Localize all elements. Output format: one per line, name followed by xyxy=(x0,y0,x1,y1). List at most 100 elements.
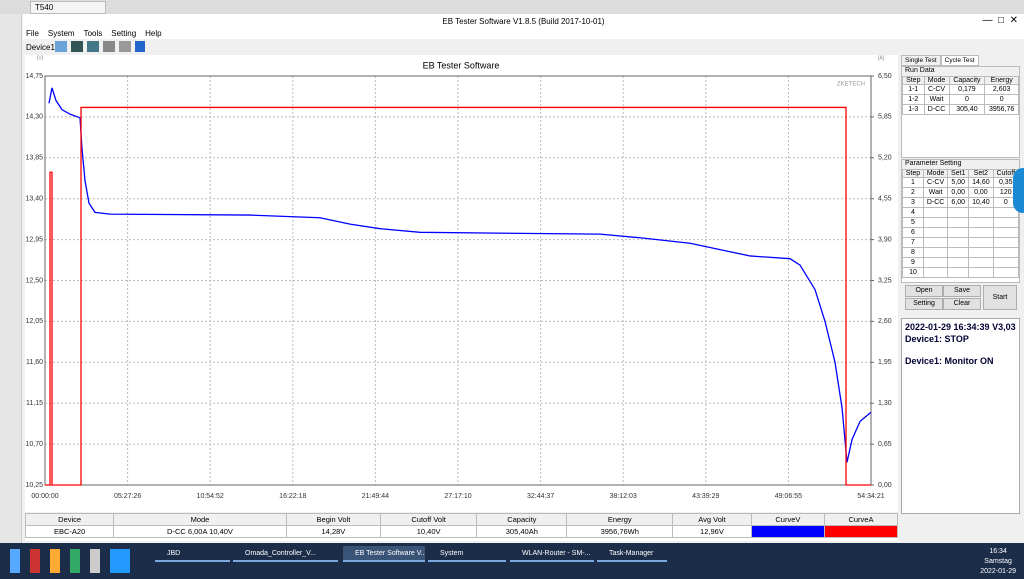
button-area: Open Save Setting Clear Start xyxy=(901,284,1020,312)
button[interactable]: Setting xyxy=(905,298,943,310)
status-line: Device1: Monitor ON xyxy=(905,356,994,366)
y-tick-label: 10,70 xyxy=(25,441,43,448)
taskbar-item[interactable]: WLAN-Router - SM-... xyxy=(510,546,594,562)
x-tick-label: 54:34:21 xyxy=(857,493,884,500)
cell xyxy=(992,247,1019,258)
cell: 305,40Ah xyxy=(476,525,568,538)
y2-tick-label: 0,00 xyxy=(878,482,892,489)
x-tick-label: 16:22:18 xyxy=(279,493,306,500)
header-cell: Avg Volt xyxy=(672,513,752,526)
header-cell: Set1 xyxy=(947,169,970,178)
row: 1-3 D-CC 305,40 3956,76 xyxy=(902,104,1019,115)
cell xyxy=(947,247,970,258)
x-tick-label: 38:12:03 xyxy=(610,493,637,500)
window-title: EB Tester Software V1.8.5 (Build 2017-10… xyxy=(442,17,605,26)
status-line: 2022-01-29 16:34:39 V3,03 xyxy=(905,322,1016,332)
cell xyxy=(968,247,994,258)
cell: 7 xyxy=(902,237,924,248)
cell: 5 xyxy=(902,217,924,228)
group-title: Run Data xyxy=(905,67,935,74)
row: 1-2 Wait 0 0 xyxy=(902,94,1019,105)
cell xyxy=(992,257,1019,268)
taskbar-item[interactable]: JBD xyxy=(155,546,230,562)
window-controls[interactable]: — □ ✕ xyxy=(982,15,1018,26)
x-tick-label: 43:39:29 xyxy=(692,493,719,500)
cell xyxy=(947,217,970,228)
parameter-group: Parameter Setting Step Mode Set1 Set2 Cutoff… xyxy=(901,159,1020,283)
cell: EBC-A20 xyxy=(25,525,115,538)
status-box: 2022-01-29 16:34:39 V3,03 Device1: STOP De… xyxy=(901,318,1020,514)
y-tick-label: 14,75 xyxy=(25,73,43,80)
taskbar-icons[interactable] xyxy=(10,549,130,573)
cell: 14,60 xyxy=(968,177,994,188)
cell: C-CV xyxy=(923,84,950,95)
cell xyxy=(992,227,1019,238)
tab[interactable]: Cycle Test xyxy=(940,55,979,66)
legend-swatch xyxy=(750,525,825,538)
cell: 12,96V xyxy=(672,525,752,538)
taskbar-item[interactable]: System xyxy=(428,546,506,562)
clock-time: 16:34 xyxy=(989,548,1007,555)
menu-item[interactable]: Tools xyxy=(83,29,103,38)
cell: 1-2 xyxy=(902,94,925,105)
button[interactable]: Save xyxy=(943,285,981,297)
button[interactable]: Open xyxy=(905,285,943,297)
y2-tick-label: 6,50 xyxy=(878,73,892,80)
header-row: Step Mode Capacity Energy xyxy=(902,76,1019,85)
y-axis-label: [V] xyxy=(37,55,44,61)
parameter-table: Step Mode Set1 Set2 Cutoff 1 C-CV 5,00 14,60 0,35… xyxy=(902,169,1019,282)
cell: 6 xyxy=(902,227,924,238)
cell: 14,28V xyxy=(285,525,382,538)
header-cell: Cutoff Volt xyxy=(380,513,478,526)
x-tick-label: 05:27:26 xyxy=(114,493,141,500)
run-data-group: Run Data Step Mode Capacity Energy 1-1 C-CV 0,… xyxy=(901,66,1020,158)
x-tick-label: 27:17:10 xyxy=(444,493,471,500)
x-tick-label: 00:00:00 xyxy=(31,493,58,500)
cell: 9 xyxy=(902,257,924,268)
table: Step Mode Set1 Set2 Cutoff 1 C-CV 5,00 14,60 0,35… xyxy=(902,169,1019,278)
cell xyxy=(992,217,1019,228)
cell xyxy=(947,267,970,278)
tab[interactable]: Single Test xyxy=(901,55,941,66)
header-row: Device Mode Begin Volt Cutoff Volt Capacity E… xyxy=(25,513,898,526)
y-tick-label: 11,60 xyxy=(26,359,43,366)
cell xyxy=(968,217,994,228)
header-cell: CurveV xyxy=(750,513,825,526)
button[interactable]: Start xyxy=(983,285,1017,310)
taskbar-item[interactable]: Omada_Controller_V... xyxy=(233,546,338,562)
cell: 6,00 xyxy=(947,197,970,208)
header-cell: Step xyxy=(902,76,925,85)
cell: D-CC xyxy=(923,104,950,115)
menu-item[interactable]: System xyxy=(47,29,75,38)
cell xyxy=(947,257,970,268)
header-cell: Begin Volt xyxy=(285,513,382,526)
group-title: Parameter Setting xyxy=(905,160,962,167)
cell: 0,179 xyxy=(948,84,986,95)
tabs: Single Test Cycle Test xyxy=(901,55,1021,66)
chart: EB Tester Software ZKETECH [V] [A] 10,25… xyxy=(25,55,898,512)
taskbar-item[interactable]: Task-Manager xyxy=(597,546,667,562)
menu-item[interactable]: Help xyxy=(145,29,162,38)
cell: 10,40 xyxy=(968,197,994,208)
cell: Wait xyxy=(922,187,949,198)
taskbar-item[interactable]: EB Tester Software V... xyxy=(343,546,425,562)
row: 2 Wait 0,00 0,00 120 xyxy=(902,187,1019,198)
browser-tab[interactable]: T540 xyxy=(30,1,106,14)
y-tick-label: 10,25 xyxy=(25,482,43,489)
cell: Wait xyxy=(923,94,950,105)
y2-tick-label: 4,55 xyxy=(878,196,892,203)
cell: 2 xyxy=(902,187,924,198)
header-cell: Mode xyxy=(923,76,950,85)
toolbar: Device1 xyxy=(23,39,1024,54)
toolbar-icons[interactable] xyxy=(55,41,145,52)
header-cell: Capacity xyxy=(476,513,568,526)
header-cell: Step xyxy=(902,169,924,178)
row: 3 D-CC 6,00 10,40 0 xyxy=(902,197,1019,208)
menu-item[interactable]: File xyxy=(26,29,39,38)
row: EBC-A20 D-CC 6,00A 10,40V 14,28V 10,40V 305,… xyxy=(25,525,898,538)
chart-title: EB Tester Software xyxy=(423,60,500,70)
edge-widget[interactable] xyxy=(1013,168,1024,213)
button[interactable]: Clear xyxy=(943,298,981,310)
menu-item[interactable]: Setting xyxy=(111,29,137,38)
x-tick-label: 10:54:52 xyxy=(197,493,224,500)
